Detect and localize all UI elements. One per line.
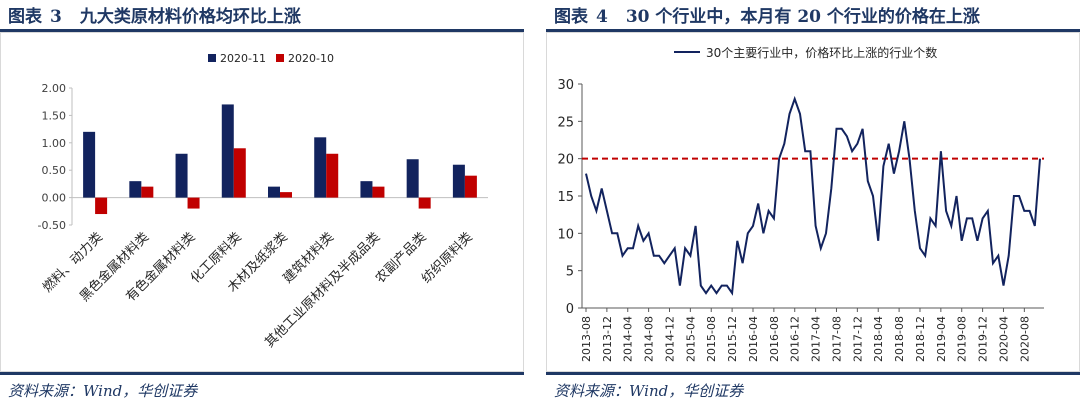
bar-2020-10	[464, 175, 477, 198]
x-tick-label: 2017-04	[810, 316, 823, 362]
bar-2020-10	[187, 197, 200, 209]
x-tick-label: 2019-12	[977, 316, 990, 362]
x-tick-label: 2015-12	[726, 316, 739, 362]
y-tick-label: 1.00	[42, 137, 67, 150]
figure-4-number: 4	[596, 7, 608, 27]
x-tick-label: 2015-04	[684, 316, 697, 362]
x-tick-label: 2014-08	[643, 316, 656, 362]
y-tick-label: 0.50	[42, 164, 67, 177]
figure-3-label: 图表	[8, 7, 42, 27]
figure-3-heading: 九大类原材料价格均环比上涨	[79, 7, 301, 27]
figure-4-top-rule	[546, 29, 1080, 32]
y-tick-label: 30	[557, 78, 574, 93]
chart-frame	[0, 32, 524, 372]
bar-2020-11	[268, 186, 280, 198]
bar-2020-11	[452, 164, 465, 198]
y-tick-label: 2.00	[42, 82, 67, 95]
series-line	[585, 95, 1041, 296]
y-tick-label: -0.50	[38, 219, 66, 232]
bar-2020-11	[314, 137, 327, 198]
x-tick-label: 2016-04	[747, 316, 760, 362]
y-tick-label: 15	[557, 190, 574, 205]
x-tick-label: 2018-08	[893, 316, 906, 362]
figure-3-panel: 图表 3 九大类原材料价格均环比上涨 -0.50 0.00 0.50 1.00 1.50 2.…	[0, 0, 524, 408]
bar-2020-11	[406, 159, 419, 198]
figure-4-panel: 图表 4 30 个行业中，本月有 20 个行业的价格在上涨 0 5 10 15 20 25 30…	[546, 0, 1080, 408]
bar-2020-11	[221, 104, 234, 198]
figure-4-bottom-rule	[546, 372, 1080, 375]
legend-swatch	[276, 54, 284, 62]
x-tick-label: 2017-08	[830, 316, 843, 362]
bar-2020-10	[233, 148, 246, 198]
y-tick-label: 0.00	[42, 192, 67, 205]
figure-3-top-rule	[0, 29, 524, 32]
bar-2020-10	[326, 153, 339, 198]
x-tick-label: 2019-04	[935, 316, 948, 362]
x-tick-label: 2016-12	[789, 316, 802, 362]
figure-3-source: 资料来源：Wind，华创证券	[8, 382, 198, 400]
y-tick-label: 0	[566, 302, 574, 317]
figure-4-label: 图表	[554, 7, 588, 27]
y-tick-label: 10	[557, 227, 574, 242]
figure-3-number: 3	[50, 7, 62, 27]
x-tick-label: 2014-04	[622, 316, 635, 362]
figure-4-heading: 30 个行业中，本月有 20 个行业的价格在上涨	[625, 7, 980, 27]
bar-2020-10	[280, 192, 292, 198]
bar-2020-10	[372, 186, 385, 198]
bar-2020-10	[95, 197, 108, 215]
x-tick-label: 2018-12	[914, 316, 927, 362]
bar-chart: -0.500.000.501.001.502.00燃料、动力类黑色金属材料类有色…	[0, 32, 524, 372]
x-tick-label: 2016-08	[768, 316, 781, 362]
bar-2020-10	[141, 186, 154, 198]
bar-2020-11	[360, 181, 373, 198]
x-tick-label: 2018-04	[872, 316, 885, 362]
bar-2020-10	[418, 197, 431, 209]
x-tick-label: 2017-12	[851, 316, 864, 362]
y-tick-label: 25	[557, 115, 574, 130]
legend-swatch	[208, 54, 216, 62]
bar-2020-11	[175, 153, 188, 198]
x-tick-label: 2015-08	[705, 316, 718, 362]
y-tick-label: 5	[566, 265, 574, 280]
x-tick-label: 2020-08	[1018, 316, 1031, 362]
figure-4-title: 图表 4 30 个行业中，本月有 20 个行业的价格在上涨	[554, 2, 980, 27]
figure-3-bottom-rule	[0, 372, 524, 375]
x-tick-label: 2020-04	[997, 316, 1010, 362]
figure-4-source: 资料来源：Wind，华创证券	[554, 382, 744, 400]
y-tick-label: 20	[557, 153, 574, 168]
bar-2020-11	[83, 131, 96, 198]
x-tick-label: 2013-08	[580, 316, 593, 362]
y-tick-label: 1.50	[42, 109, 67, 122]
legend-label: 2020-10	[288, 52, 334, 65]
x-tick-label: 2019-08	[956, 316, 969, 362]
legend-label: 30个主要行业中，价格环比上涨的行业个数	[706, 45, 937, 60]
legend-label: 2020-11	[220, 52, 266, 65]
x-tick-label: 2014-12	[663, 316, 676, 362]
bar-2020-11	[129, 181, 142, 198]
x-tick-label: 2013-12	[601, 316, 614, 362]
figure-3-title: 图表 3 九大类原材料价格均环比上涨	[8, 2, 301, 27]
line-chart: 0 5 10 15 20 25 30 2013-08 2013-12 2014-04 2014-08…	[546, 32, 1080, 372]
